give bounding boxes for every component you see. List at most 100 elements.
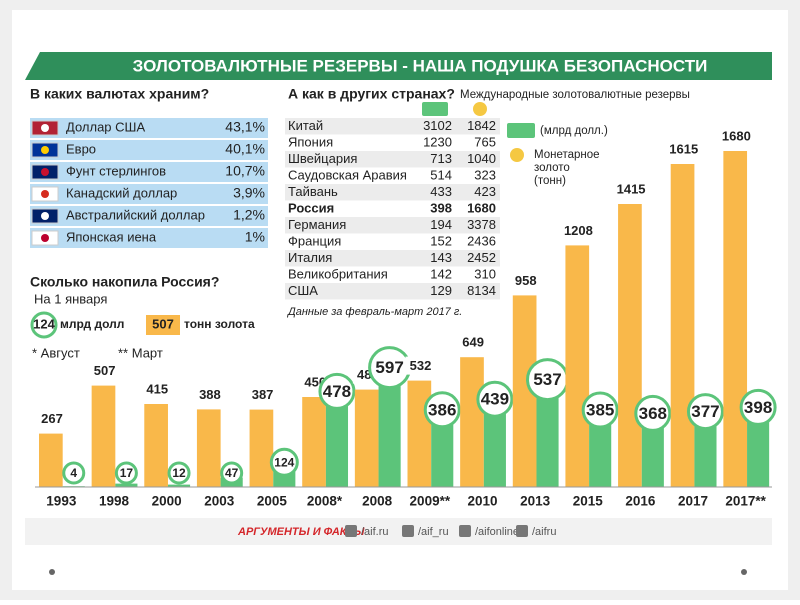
currency-row <box>30 184 268 204</box>
gold-bar <box>249 409 274 487</box>
label-box <box>563 221 594 240</box>
gold-bar <box>460 357 484 487</box>
reserves-bar <box>641 413 664 487</box>
country-gold: 310 <box>474 266 496 281</box>
value-label: 1615 <box>669 141 698 156</box>
country-name: Китай <box>288 118 323 133</box>
x-tick-label: 2000 <box>152 494 182 509</box>
country-name: Саудовская Аравия <box>288 167 407 182</box>
note: Данные за февраль-март 2017 г. <box>286 306 462 318</box>
social-link: /aifonline <box>475 526 519 538</box>
x-tick-label: 2003 <box>204 494 235 509</box>
value-label: 12 <box>172 466 186 480</box>
value-label: 439 <box>481 390 509 409</box>
label-box <box>616 180 647 198</box>
gold-bar <box>196 409 221 487</box>
title: ЗОЛОТОВАЛЮТНЫЕ РЕЗЕРВЫ - НАША ПОДУШКА БЕ… <box>133 56 708 75</box>
country-reserves: 143 <box>430 250 452 265</box>
reserves-bar <box>589 410 612 487</box>
country-reserves: 152 <box>430 233 452 248</box>
value-label: 507 <box>94 363 116 378</box>
country-name: Франция <box>288 233 341 248</box>
country-reserves: 3102 <box>423 118 452 133</box>
country-name: Швейцария <box>288 151 357 166</box>
country-row <box>285 151 500 168</box>
currency-name: Доллар США <box>66 119 145 134</box>
social-link: /aif.ru <box>361 526 389 538</box>
gold-bar <box>723 151 748 487</box>
country-gold: 423 <box>474 184 496 199</box>
value-label: 532 <box>410 358 432 373</box>
reserves-bar <box>115 483 138 487</box>
value-label: 415 <box>146 381 168 396</box>
value-circle <box>114 461 138 485</box>
currency-share: 10,7% <box>225 163 265 179</box>
value-circle <box>476 380 514 418</box>
currency-share: 1,2% <box>233 207 265 223</box>
currency-name: Евро <box>66 141 96 156</box>
subheading: Международные золотовалютные резервы <box>460 89 690 101</box>
country-row <box>285 283 500 300</box>
reserves-bar <box>325 391 349 487</box>
badge-label: тонн золота <box>184 317 255 331</box>
x-tick-label: 2015 <box>573 494 604 509</box>
x-tick-label: 2010 <box>467 494 497 509</box>
value-label: 478 <box>323 382 351 401</box>
value-circle <box>220 461 244 485</box>
money-icon <box>422 102 448 116</box>
value-label: 1415 <box>617 181 646 196</box>
country-name: Тайвань <box>288 184 338 199</box>
value-label: 267 <box>41 411 63 426</box>
value-circle <box>318 372 356 410</box>
country-reserves: 142 <box>430 266 452 281</box>
currency-row <box>30 118 268 138</box>
title-band <box>25 52 772 80</box>
country-reserves: 194 <box>430 217 452 232</box>
value-label: 124 <box>274 455 294 469</box>
gold-icon <box>473 102 487 116</box>
value-label: 386 <box>428 400 456 419</box>
social-link: /aif_ru <box>418 526 449 538</box>
country-gold: 1040 <box>467 151 496 166</box>
label-box <box>668 140 699 158</box>
reserves-bar <box>694 411 717 487</box>
country-reserves: 398 <box>430 200 452 215</box>
value-label: 385 <box>586 400 614 419</box>
label-box <box>510 271 541 290</box>
reserves-bar <box>167 484 191 487</box>
label-box <box>37 409 67 428</box>
country-name: США <box>288 283 318 298</box>
currency-share: 40,1% <box>225 141 265 157</box>
currency-share: 1% <box>245 229 265 245</box>
country-gold: 2436 <box>467 233 496 248</box>
reserves-bar <box>483 399 506 487</box>
social-icon <box>402 525 414 537</box>
value-circle <box>167 461 191 485</box>
social-link: /aifru <box>532 526 556 538</box>
currency-share: 3,9% <box>233 185 265 201</box>
country-gold: 8134 <box>467 283 496 298</box>
country-reserves: 129 <box>430 283 452 298</box>
logo: АРГУМЕНТЫ И ФАКТЫ <box>237 526 365 538</box>
value-label: 377 <box>691 402 719 421</box>
country-row <box>285 184 500 201</box>
value-label: 398 <box>744 398 772 417</box>
flag <box>41 190 49 198</box>
flag <box>41 234 49 242</box>
value-label: 17 <box>120 466 134 480</box>
gold-bar <box>354 389 379 487</box>
country-name: Италия <box>288 250 332 265</box>
country-row <box>285 118 500 135</box>
legend-text: (млрд долл.) <box>540 125 608 137</box>
currency-share: 43,1% <box>225 119 265 135</box>
social-icon <box>345 525 357 537</box>
country-reserves: 433 <box>430 184 452 199</box>
gold-icon <box>510 148 524 162</box>
gold-bar <box>618 204 642 487</box>
gold-bar <box>670 164 695 487</box>
x-tick-label: 2017** <box>725 494 766 509</box>
country-name: Великобритания <box>288 266 388 281</box>
currency-name: Японская иена <box>66 229 157 244</box>
reserves-bar <box>431 409 454 487</box>
